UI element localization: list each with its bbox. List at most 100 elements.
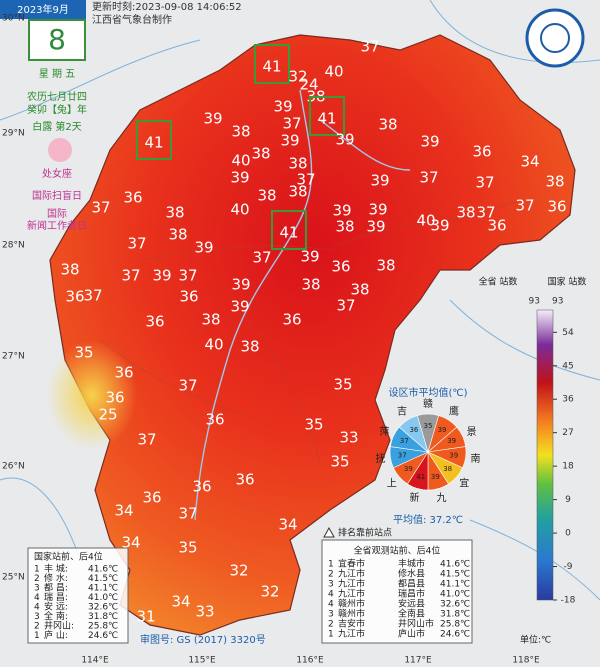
colorbar-label: 18 [562, 462, 574, 472]
month: 2023年9月 [17, 3, 69, 16]
table-cell: 安 远: [44, 601, 68, 613]
pie-value: 37 [398, 452, 407, 460]
lat-label: 30°N [2, 14, 25, 24]
pie-label: 鹰 [449, 405, 459, 418]
station-value: 40 [231, 152, 250, 170]
lon-label: 116°E [296, 656, 324, 666]
table-cell: 安远县 [398, 598, 425, 610]
pie-value: 39 [449, 452, 458, 460]
table-cell: 九江市 [338, 578, 365, 590]
pie-label: 宜 [459, 476, 469, 489]
table-cell: 41.0℃ [88, 593, 118, 603]
station-value: 32 [229, 562, 248, 580]
station-value: 35 [330, 453, 349, 471]
pie-value: 36 [409, 426, 418, 434]
festival: 新闻工作者日 [27, 219, 87, 232]
count-label: 全省 站数 [479, 276, 518, 288]
pie-label: 景 [467, 426, 477, 438]
province-rivers [194, 89, 411, 521]
logo [525, 8, 585, 68]
station-value: 38 [378, 116, 397, 134]
maker: 江西省气象台制作 [92, 13, 172, 26]
pie-label: 新 [409, 491, 419, 504]
pie-label: 赣 [423, 397, 433, 410]
station-value: 34 [171, 593, 190, 611]
pie-label: 抚 [375, 453, 385, 465]
table-cell: 庐 山: [44, 629, 68, 641]
station-value: 36 [179, 288, 198, 306]
top-station-box [309, 96, 345, 136]
table-cell: 4 [34, 603, 40, 613]
station-value: 41 [144, 134, 163, 152]
table-cell: 都 昌: [44, 583, 68, 594]
table-cell: 3 [328, 580, 334, 590]
table-cell: 1 [328, 560, 334, 570]
table-cell: 1 [34, 565, 40, 575]
station-value: 39 [203, 110, 222, 128]
station-value: 38 [231, 123, 250, 141]
table-cell: 宜春市 [338, 558, 365, 570]
table-cell: 25.8℃ [440, 620, 470, 630]
table-cell: 九江市 [338, 628, 365, 640]
count-label: 国家 站数 [548, 276, 587, 288]
lunar-date: 农历七月廿四 [27, 90, 87, 103]
lunar-year: 癸卯【兔】年 [27, 103, 87, 116]
colorbar-label: 27 [562, 428, 573, 438]
station-value: 38 [545, 173, 564, 191]
station-value: 37 [121, 267, 140, 285]
station-value: 37 [137, 431, 156, 449]
table-cell: 赣州市 [338, 598, 365, 610]
station-value: 38 [251, 145, 270, 163]
station-value: 35 [304, 416, 323, 434]
station-value: 39 [368, 201, 387, 219]
province-shape [49, 34, 576, 636]
station-value: 35 [74, 344, 93, 362]
colorbar-label: -9 [564, 562, 573, 572]
table-cell: 瑞 昌: [44, 591, 68, 603]
station-value: 36 [235, 471, 254, 489]
station-value: 40 [230, 201, 249, 219]
station-value: 40 [324, 63, 343, 81]
lon-label: 115°E [188, 656, 216, 666]
table-cell: 修 水: [44, 572, 68, 584]
table-cell: 41.5℃ [440, 570, 470, 580]
station-value: 38 [335, 218, 354, 236]
station-value: 38 [165, 204, 184, 222]
station-value: 38 [456, 204, 475, 222]
station-value: 38 [301, 276, 320, 294]
table-cell: 31.8℃ [88, 612, 118, 622]
station-value: 34 [520, 153, 539, 171]
station-value: 37 [252, 249, 271, 267]
table-cell: 4 [34, 593, 40, 603]
station-value: 32 [288, 68, 307, 86]
table-cell: 3 [328, 610, 334, 620]
pie-title: 设区市平均值(℃) [388, 386, 467, 399]
day: 8 [48, 23, 66, 56]
solar-term: 白露 第2天 [32, 120, 82, 133]
table-title: 国家站前、后4位 [34, 551, 103, 563]
month-box [0, 0, 86, 19]
station-value: 31 [136, 608, 155, 626]
table-cell: 全 南: [44, 610, 68, 622]
weekday: 星 期 五 [39, 68, 75, 80]
station-value: 36 [145, 313, 164, 331]
pie-label: 萍 [379, 426, 389, 438]
table-cell: 41.6℃ [440, 560, 470, 570]
station-value: 38 [257, 187, 276, 205]
table-cell: 24.6℃ [440, 630, 470, 640]
pie-value: 39 [447, 437, 456, 445]
lon-label: 117°E [404, 656, 432, 666]
ranking-note: 排名靠前站点 [338, 527, 392, 539]
table-cell: 2 [328, 620, 334, 630]
count: 93 [529, 297, 540, 307]
table-cell: 九江市 [338, 568, 365, 580]
station-value: 38 [288, 155, 307, 173]
table-cell: 2 [34, 574, 40, 584]
table-cell: 41.1℃ [88, 584, 118, 594]
colorbar-label: 36 [562, 395, 574, 405]
table-cell: 丰 城: [44, 563, 68, 575]
pie-average: 平均值: 37.2℃ [393, 513, 463, 526]
station-value: 37 [83, 287, 102, 305]
pie-value: 35 [424, 422, 433, 430]
station-value: 38 [288, 183, 307, 201]
